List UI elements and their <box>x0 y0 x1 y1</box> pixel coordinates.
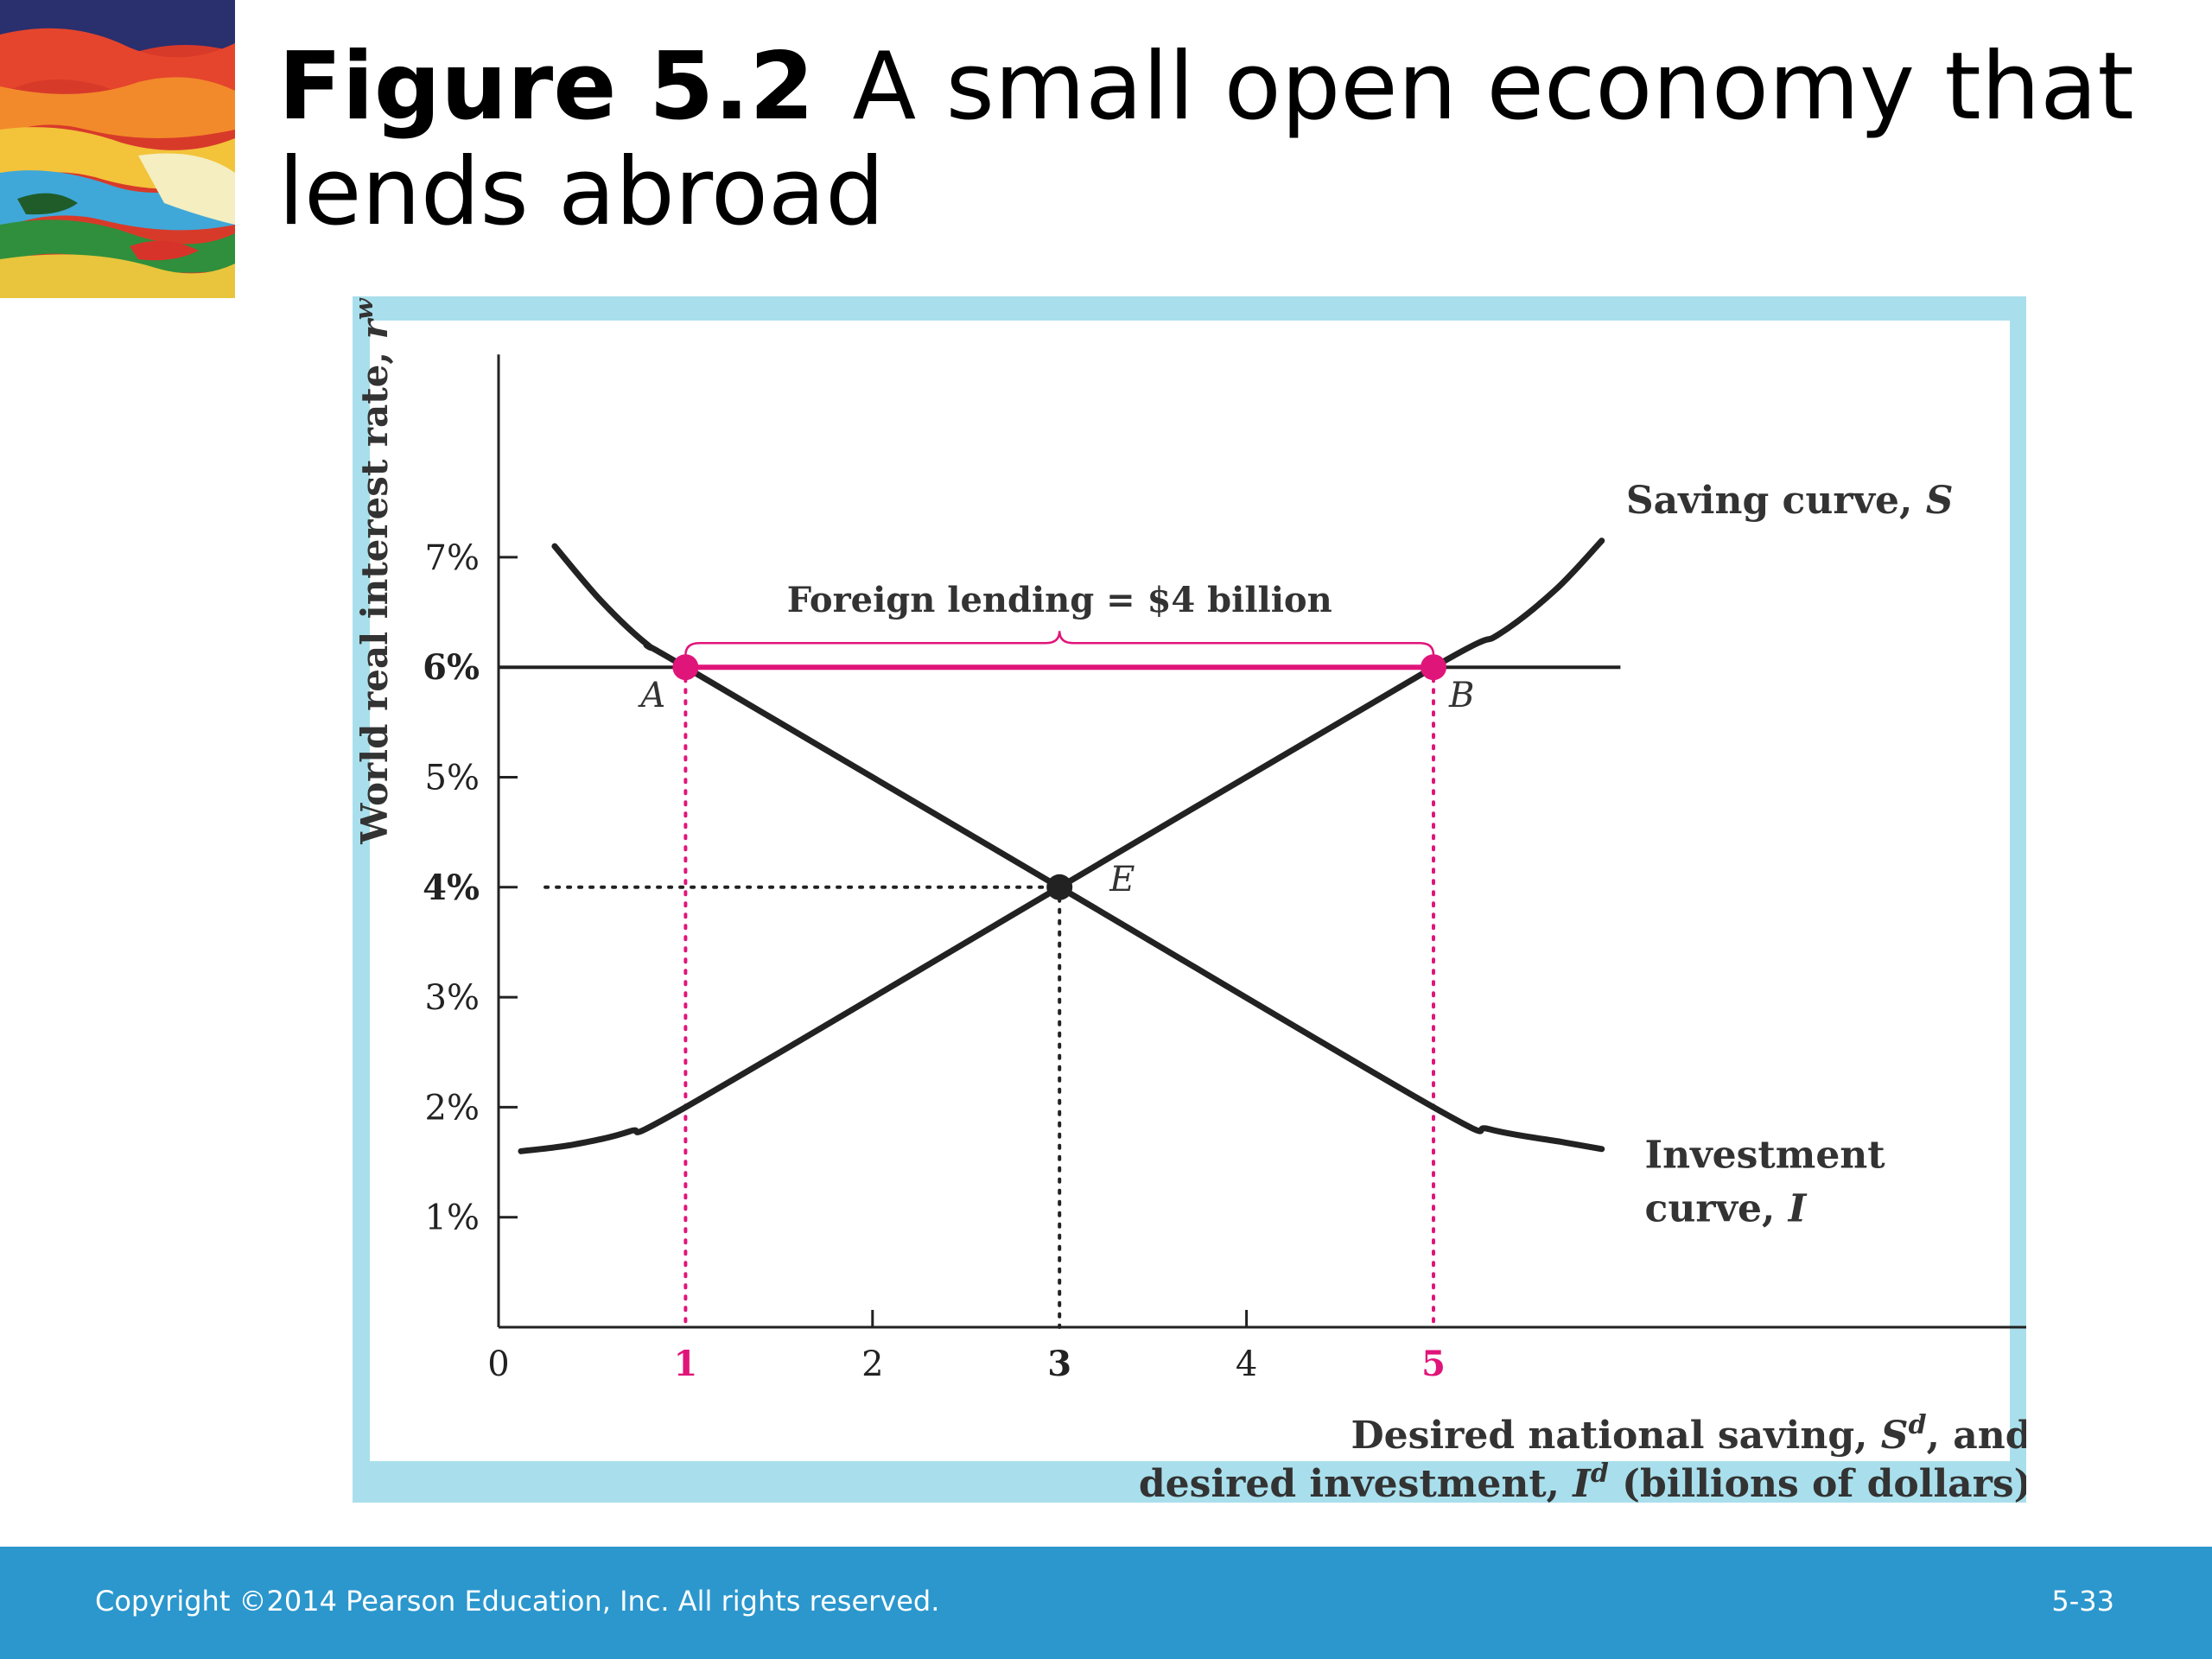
chart-panel: 1% 2% 3% 4% 5% 6% 7% 0 1 2 3 4 5 Foreign lending = $… <box>353 296 2026 1503</box>
y-tick-label: 5% <box>425 759 480 798</box>
x-tick-label: 2 <box>861 1344 883 1384</box>
saving-curve-label: Saving curve, S <box>1626 479 1954 523</box>
y-tick-label: 4% <box>423 868 480 908</box>
point-label-E: E <box>1109 860 1135 899</box>
plot-area <box>370 321 2010 1461</box>
footer-bar: Copyright ©2014 Pearson Education, Inc. … <box>0 1547 2212 1659</box>
figure-number: Figure 5.2 <box>278 33 815 141</box>
slide-number: 5-33 <box>2051 1585 2114 1618</box>
x-tick-label: 1 <box>673 1344 697 1384</box>
figure-title: A small open economy that lends abroad <box>278 33 2134 246</box>
y-axis-title: World real interest rate, rw <box>353 297 396 844</box>
x-tick-label: 5 <box>1421 1344 1446 1384</box>
y-tick-label: 6% <box>423 647 480 688</box>
investment-curve-label-line1: Investment <box>1645 1133 1886 1177</box>
slide-title: Figure 5.2 A small open economy that lend… <box>278 35 2162 245</box>
decorative-painting-logo <box>0 0 235 298</box>
point-A <box>672 654 699 681</box>
x-tick-label: 0 <box>487 1344 509 1384</box>
point-E <box>1046 874 1073 900</box>
x-tick-label: 3 <box>1047 1344 1071 1384</box>
chart: 1% 2% 3% 4% 5% 6% 7% 0 1 2 3 4 5 Foreign lending = $… <box>353 297 2026 1503</box>
y-tick-label: 7% <box>425 538 480 578</box>
investment-curve-label-line2: curve, I <box>1645 1186 1808 1230</box>
x-tick-label: 4 <box>1236 1344 1257 1384</box>
y-tick-label: 3% <box>425 978 480 1018</box>
copyright-text: Copyright ©2014 Pearson Education, Inc. … <box>95 1585 940 1618</box>
foreign-lending-label: Foreign lending = $4 billion <box>787 580 1332 620</box>
point-label-A: A <box>637 676 665 715</box>
x-axis-title-line2: desired investment, Id (billions of doll… <box>1139 1459 2026 1503</box>
y-tick-label: 2% <box>425 1088 480 1128</box>
point-B <box>1421 654 1446 681</box>
x-axis-title-line1: Desired national saving, Sd, and <box>1351 1410 2026 1459</box>
point-label-B: B <box>1448 676 1474 715</box>
y-tick-label: 1% <box>425 1198 480 1238</box>
foreign-lending-brace <box>684 631 1435 656</box>
